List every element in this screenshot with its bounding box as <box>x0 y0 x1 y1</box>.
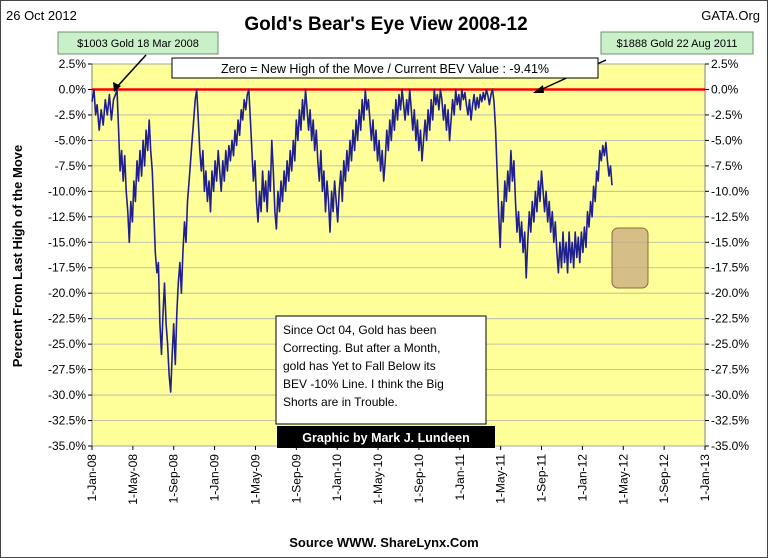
label-2008-high: $1003 Gold 18 Mar 2008 <box>77 38 199 50</box>
y-tick-label: -15.0% <box>48 235 86 249</box>
y-tick-label: -12.5% <box>711 210 749 224</box>
y-tick-label: -7.5% <box>55 159 87 173</box>
x-tick-label: 1-Jan-12 <box>575 454 589 502</box>
y-tick-label: -20.0% <box>711 286 749 300</box>
chart-title: Gold's Bear's Eye View 2008-12 <box>244 14 527 35</box>
y-tick-label: -22.5% <box>711 312 749 326</box>
x-tick-label: 1-Jan-09 <box>208 454 222 502</box>
source-label: Source WWW. ShareLynx.Com <box>289 535 479 550</box>
x-tick-label: 1-May-09 <box>248 454 262 505</box>
y-tick-label: -15.0% <box>711 235 749 249</box>
y-tick-label: -25.0% <box>711 337 749 351</box>
y-tick-label: -32.5% <box>48 414 86 428</box>
y-tick-label: -17.5% <box>711 261 749 275</box>
y-axis-left: 2.5% 0.0% -2.5% -5.0% -7.5% -10.0% -12.5% -15.0… <box>48 57 92 453</box>
y-tick-label: -5.0% <box>711 133 743 147</box>
y-tick-label: -27.5% <box>711 363 749 377</box>
x-tick-label: 1-Sep-08 <box>167 454 181 504</box>
x-tick-label: 1-Sep-09 <box>289 454 303 504</box>
arrow-2008-high <box>115 54 147 89</box>
y-tick-label: -20.0% <box>48 286 86 300</box>
comment-line: Shorts are in Trouble. <box>283 395 398 409</box>
x-tick-label: 1-May-10 <box>371 454 385 505</box>
y-tick-label: -17.5% <box>48 261 86 275</box>
y-tick-label: -35.0% <box>711 439 749 453</box>
y-axis-label: Percent From Last High of the Move <box>10 145 25 367</box>
y-tick-label: -25.0% <box>48 337 86 351</box>
y-tick-label: -12.5% <box>48 210 86 224</box>
x-tick-label: 1-Sep-12 <box>657 454 671 504</box>
series-line-gold-bev <box>91 88 613 393</box>
x-tick-label: 1-Sep-11 <box>535 454 549 503</box>
comment-line: Correcting. But after a Month, <box>283 341 440 355</box>
y-tick-label: 0.0% <box>711 82 739 96</box>
x-tick-label: 1-Jan-11 <box>453 454 467 501</box>
comment-line: gold has Yet to Fall Below its <box>283 359 436 373</box>
y-tick-label: 2.5% <box>711 57 739 71</box>
label-box-2011-high <box>600 31 754 55</box>
y-tick-label: -10.0% <box>711 184 749 198</box>
x-tick-label: 1-May-12 <box>616 454 630 505</box>
credit-text: Graphic by Mark J. Lundeen <box>302 431 469 445</box>
x-tick-label: 1-Jan-13 <box>698 454 712 502</box>
zero-note: Zero = New High of the Move / Current BE… <box>221 62 549 76</box>
y-tick-label: -5.0% <box>55 133 87 147</box>
y-tick-label: 0.0% <box>59 82 87 96</box>
y-tick-label: -27.5% <box>48 363 86 377</box>
y-tick-label: -22.5% <box>48 312 86 326</box>
y-tick-label: -10.0% <box>48 184 86 198</box>
highlight-box <box>611 227 649 289</box>
x-axis: 1-Jan-08 1-May-08 1-Sep-08 1-Jan-09 1-May-09… <box>85 446 712 505</box>
y-tick-label: -30.0% <box>711 388 749 402</box>
comment-box <box>275 315 487 425</box>
arrow-head-2011 <box>533 85 544 93</box>
y-tick-label: -32.5% <box>711 414 749 428</box>
zero-note-box <box>171 57 599 79</box>
y-tick-label: -2.5% <box>55 108 87 122</box>
y-axis-right: 2.5% 0.0% -2.5% -5.0% -7.5% -10.0% -12.5% -15.0… <box>705 57 749 453</box>
comment-line: Since Oct 04, Gold has been <box>283 323 436 337</box>
site-label: GATA.Org <box>701 8 760 23</box>
x-tick-label: 1-Jan-08 <box>85 454 99 502</box>
y-tick-label: -7.5% <box>711 159 743 173</box>
x-tick-label: 1-May-08 <box>126 454 140 505</box>
comment-line: BEV -10% Line. I think the Big <box>283 377 444 391</box>
y-tick-label: -30.0% <box>48 388 86 402</box>
date-label: 26 Oct 2012 <box>6 8 77 23</box>
x-tick-label: 1-Sep-10 <box>412 454 426 504</box>
y-tick-label: -2.5% <box>711 108 743 122</box>
x-tick-label: 1-Jan-10 <box>330 454 344 502</box>
credit-box <box>277 426 495 448</box>
y-tick-label: -35.0% <box>48 439 86 453</box>
comment-text: Since Oct 04, Gold has been Correcting. … <box>283 323 447 409</box>
arrow-head-2008 <box>113 82 121 92</box>
y-tick-label: 2.5% <box>59 57 87 71</box>
x-tick-label: 1-May-11 <box>494 454 508 504</box>
label-2011-high: $1888 Gold 22 Aug 2011 <box>617 38 738 50</box>
label-box-2008-high <box>57 31 219 55</box>
